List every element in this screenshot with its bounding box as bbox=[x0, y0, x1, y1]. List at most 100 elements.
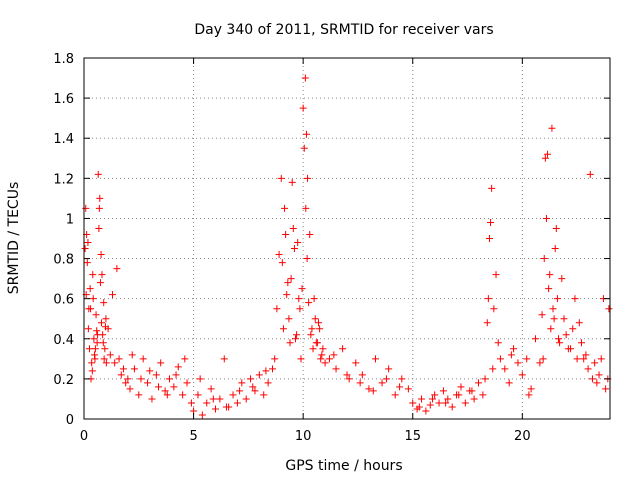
data-point bbox=[128, 351, 136, 359]
data-point bbox=[212, 405, 219, 413]
data-point bbox=[91, 351, 99, 359]
data-point bbox=[170, 383, 178, 391]
data-point bbox=[102, 359, 110, 367]
data-point bbox=[297, 355, 305, 363]
data-point bbox=[299, 104, 307, 112]
data-point bbox=[586, 170, 594, 178]
axis-ticks bbox=[83, 57, 610, 420]
data-point bbox=[249, 383, 257, 391]
data-point bbox=[135, 391, 143, 399]
data-point bbox=[174, 363, 182, 371]
data-point bbox=[549, 305, 557, 313]
data-point bbox=[569, 325, 577, 333]
y-tick-label: 1 bbox=[66, 212, 74, 227]
data-point bbox=[95, 224, 103, 232]
data-point bbox=[391, 391, 399, 399]
data-point bbox=[488, 184, 496, 192]
data-point bbox=[119, 365, 127, 373]
data-point bbox=[409, 399, 417, 407]
data-point bbox=[302, 130, 310, 138]
data-point bbox=[85, 305, 93, 313]
x-tick-label: 15 bbox=[404, 429, 421, 444]
data-point bbox=[431, 391, 439, 399]
data-point bbox=[578, 339, 586, 347]
data-point bbox=[293, 331, 301, 339]
data-point bbox=[602, 385, 610, 393]
data-point bbox=[233, 399, 241, 407]
data-point bbox=[98, 319, 106, 327]
data-point bbox=[435, 399, 443, 407]
data-point bbox=[510, 345, 518, 353]
data-point bbox=[300, 144, 308, 152]
data-point bbox=[139, 355, 147, 363]
data-point bbox=[553, 295, 561, 303]
data-point bbox=[309, 345, 317, 353]
data-point bbox=[316, 325, 324, 333]
data-point bbox=[527, 385, 535, 393]
data-point bbox=[84, 325, 92, 333]
data-point bbox=[88, 359, 96, 367]
data-point bbox=[496, 355, 504, 363]
data-point bbox=[84, 239, 92, 247]
data-point bbox=[137, 375, 145, 383]
y-tick-label: 1.2 bbox=[53, 172, 74, 187]
x-axis-label: GPS time / hours bbox=[285, 458, 402, 474]
data-point bbox=[307, 331, 315, 339]
data-point bbox=[295, 295, 303, 303]
data-point bbox=[242, 395, 250, 403]
data-point bbox=[396, 383, 404, 391]
data-point bbox=[157, 359, 165, 367]
data-point bbox=[101, 323, 109, 331]
data-point bbox=[461, 399, 469, 407]
data-point bbox=[290, 245, 298, 253]
data-point bbox=[229, 391, 237, 399]
data-point bbox=[93, 327, 101, 335]
data-point bbox=[358, 371, 366, 379]
data-point bbox=[304, 174, 312, 182]
data-point bbox=[475, 379, 482, 387]
data-point bbox=[457, 383, 465, 391]
data-point bbox=[306, 230, 314, 238]
data-point bbox=[501, 365, 509, 373]
data-point bbox=[96, 279, 104, 287]
data-point bbox=[124, 375, 132, 383]
data-point bbox=[96, 194, 104, 202]
data-point bbox=[525, 391, 533, 399]
data-point bbox=[298, 285, 306, 293]
data-point bbox=[108, 291, 116, 299]
data-point bbox=[371, 355, 379, 363]
data-point bbox=[281, 204, 289, 212]
data-point bbox=[260, 391, 268, 399]
data-point bbox=[556, 339, 564, 347]
data-point bbox=[439, 387, 447, 395]
data-point bbox=[207, 385, 215, 393]
data-point bbox=[126, 385, 134, 393]
y-axis-tick-labels: 0 0.2 0.4 0.6 0.8 1 1.2 1.4 1.6 1.8 bbox=[53, 52, 74, 428]
data-point bbox=[198, 411, 206, 419]
data-point bbox=[310, 295, 318, 303]
data-point bbox=[356, 379, 364, 387]
data-point bbox=[106, 351, 114, 359]
data-point bbox=[285, 315, 293, 323]
data-point bbox=[81, 245, 89, 253]
data-point bbox=[575, 319, 583, 327]
data-point bbox=[352, 359, 360, 367]
data-point bbox=[294, 239, 302, 247]
data-point bbox=[236, 387, 244, 395]
data-point bbox=[152, 371, 160, 379]
data-point bbox=[238, 379, 246, 387]
data-point bbox=[573, 355, 581, 363]
data-point bbox=[470, 395, 478, 403]
data-point bbox=[90, 335, 98, 343]
data-point bbox=[318, 351, 326, 359]
y-tick-label: 1.6 bbox=[53, 92, 74, 107]
data-point bbox=[365, 385, 373, 393]
data-point bbox=[179, 391, 187, 399]
y-axis-label: SRMTID / TECUs bbox=[6, 182, 22, 295]
data-point bbox=[540, 255, 548, 263]
chart-title: Day 340 of 2011, SRMTID for receiver var… bbox=[194, 22, 493, 38]
data-point bbox=[595, 371, 603, 379]
data-point bbox=[339, 345, 347, 353]
data-point bbox=[325, 355, 333, 363]
